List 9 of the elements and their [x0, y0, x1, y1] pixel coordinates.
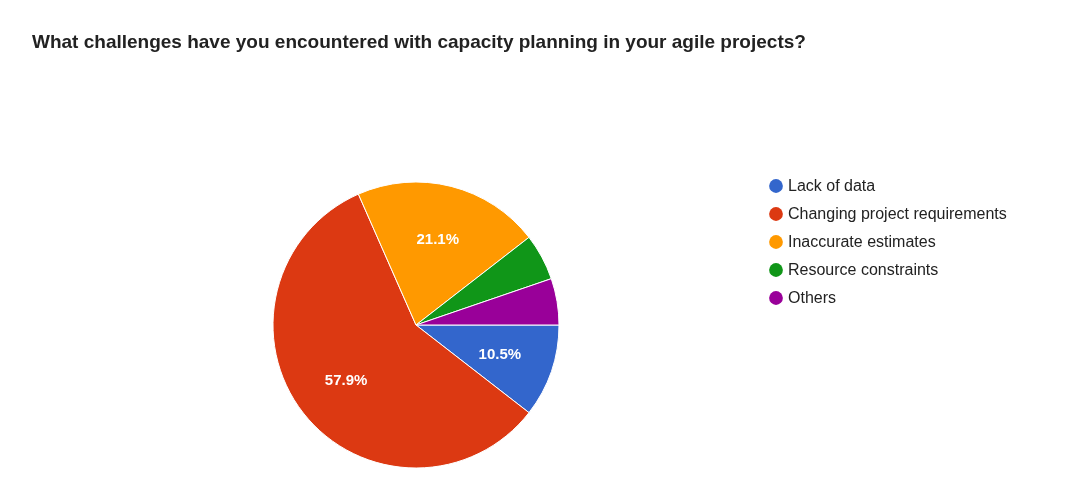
legend-label: Changing project requirements [788, 205, 1007, 222]
data-label: 10.5% [478, 344, 522, 362]
legend-label: Resource constraints [788, 261, 939, 278]
legend-label: Lack of data [788, 177, 876, 194]
legend-label: Inaccurate estimates [788, 233, 936, 250]
chart-title: What challenges have you encountered with capacity planning in your agile projects? [32, 31, 806, 52]
legend-label: Others [788, 289, 837, 306]
data-label: 57.9% [324, 370, 368, 388]
data-label: 21.1% [416, 230, 460, 248]
